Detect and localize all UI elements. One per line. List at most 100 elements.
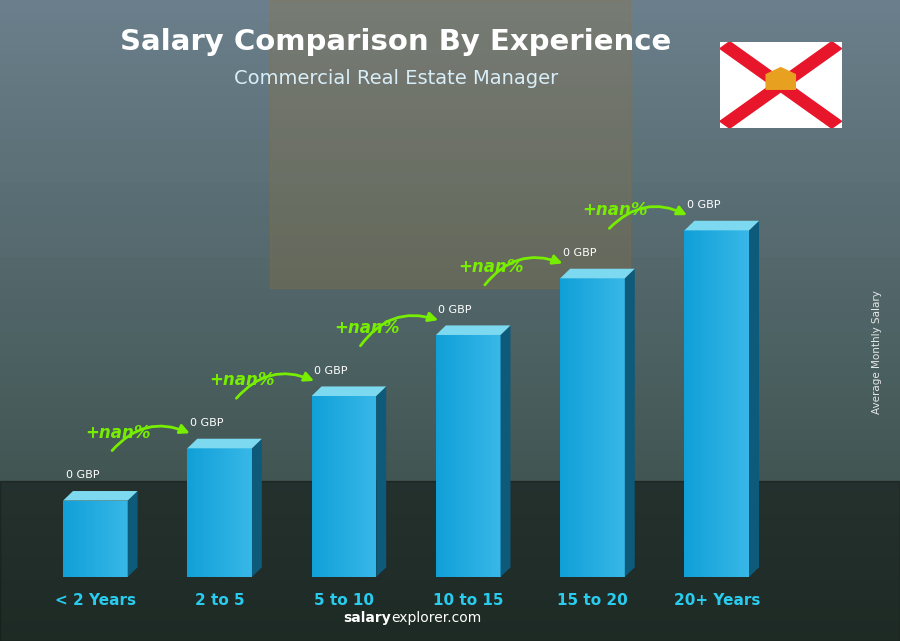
Polygon shape <box>570 278 572 577</box>
Polygon shape <box>688 230 689 577</box>
Polygon shape <box>578 278 580 577</box>
Polygon shape <box>602 278 604 577</box>
Polygon shape <box>311 396 313 577</box>
Polygon shape <box>354 396 356 577</box>
Polygon shape <box>694 230 696 577</box>
Polygon shape <box>77 501 79 577</box>
Polygon shape <box>588 278 590 577</box>
Polygon shape <box>94 501 95 577</box>
Polygon shape <box>615 278 617 577</box>
Polygon shape <box>573 278 575 577</box>
Polygon shape <box>334 396 336 577</box>
Polygon shape <box>315 396 317 577</box>
Polygon shape <box>572 278 573 577</box>
Polygon shape <box>458 335 461 577</box>
Polygon shape <box>373 396 375 577</box>
Polygon shape <box>331 396 333 577</box>
Text: 0 GBP: 0 GBP <box>190 418 223 428</box>
Polygon shape <box>748 230 750 577</box>
Polygon shape <box>716 230 718 577</box>
Polygon shape <box>604 278 606 577</box>
Polygon shape <box>124 501 126 577</box>
Polygon shape <box>362 396 364 577</box>
Polygon shape <box>563 278 565 577</box>
Polygon shape <box>126 501 128 577</box>
Polygon shape <box>730 230 732 577</box>
Polygon shape <box>347 396 349 577</box>
Polygon shape <box>623 278 626 577</box>
Polygon shape <box>439 335 441 577</box>
Polygon shape <box>702 230 704 577</box>
Polygon shape <box>205 448 207 577</box>
Polygon shape <box>494 335 496 577</box>
Polygon shape <box>460 335 462 577</box>
Polygon shape <box>686 230 688 577</box>
Polygon shape <box>91 501 93 577</box>
Polygon shape <box>720 230 722 577</box>
Polygon shape <box>248 448 249 577</box>
Polygon shape <box>230 448 231 577</box>
Polygon shape <box>356 396 357 577</box>
Polygon shape <box>364 396 365 577</box>
Polygon shape <box>482 335 483 577</box>
Polygon shape <box>449 335 451 577</box>
Polygon shape <box>65 501 67 577</box>
Polygon shape <box>239 448 241 577</box>
Polygon shape <box>718 230 720 577</box>
Polygon shape <box>608 278 610 577</box>
Polygon shape <box>238 448 239 577</box>
Polygon shape <box>622 278 624 577</box>
Polygon shape <box>436 326 510 335</box>
Text: Commercial Real Estate Manager: Commercial Real Estate Manager <box>234 69 558 88</box>
Polygon shape <box>490 335 491 577</box>
Polygon shape <box>329 396 331 577</box>
Polygon shape <box>478 335 480 577</box>
Polygon shape <box>208 448 211 577</box>
Polygon shape <box>63 501 65 577</box>
Polygon shape <box>69 501 71 577</box>
Polygon shape <box>447 335 449 577</box>
Polygon shape <box>104 501 105 577</box>
Text: +nan%: +nan% <box>210 372 275 390</box>
Polygon shape <box>607 278 609 577</box>
Polygon shape <box>740 230 742 577</box>
Polygon shape <box>704 230 706 577</box>
Polygon shape <box>187 448 189 577</box>
Polygon shape <box>328 396 329 577</box>
Polygon shape <box>81 501 83 577</box>
Polygon shape <box>488 335 490 577</box>
Polygon shape <box>473 335 475 577</box>
Polygon shape <box>576 278 578 577</box>
Polygon shape <box>454 335 455 577</box>
Polygon shape <box>370 396 372 577</box>
Polygon shape <box>210 448 212 577</box>
Polygon shape <box>99 501 101 577</box>
Polygon shape <box>218 448 220 577</box>
Polygon shape <box>321 396 323 577</box>
Polygon shape <box>97 501 99 577</box>
Polygon shape <box>560 269 634 278</box>
Polygon shape <box>323 396 325 577</box>
Polygon shape <box>472 335 473 577</box>
Polygon shape <box>685 230 687 577</box>
Polygon shape <box>220 448 221 577</box>
Polygon shape <box>357 396 359 577</box>
Polygon shape <box>470 335 472 577</box>
Polygon shape <box>693 230 695 577</box>
Polygon shape <box>113 501 115 577</box>
Polygon shape <box>231 448 233 577</box>
Polygon shape <box>193 448 194 577</box>
Polygon shape <box>736 230 738 577</box>
Polygon shape <box>584 278 586 577</box>
Polygon shape <box>580 278 581 577</box>
Polygon shape <box>498 335 500 577</box>
Polygon shape <box>207 448 209 577</box>
Polygon shape <box>720 42 842 128</box>
Polygon shape <box>116 501 118 577</box>
Polygon shape <box>63 491 138 501</box>
Polygon shape <box>213 448 215 577</box>
Polygon shape <box>724 230 725 577</box>
Polygon shape <box>468 335 470 577</box>
Polygon shape <box>738 230 740 577</box>
Polygon shape <box>766 67 796 89</box>
